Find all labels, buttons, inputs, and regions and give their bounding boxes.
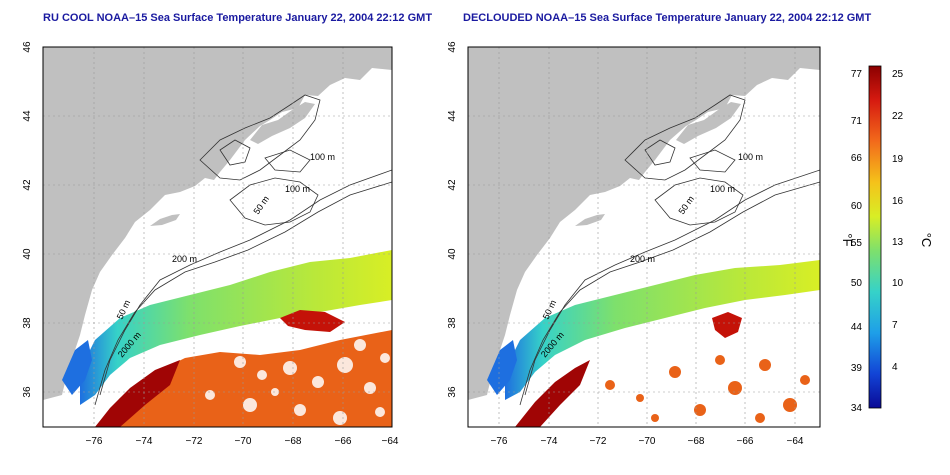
left-sst-shelf-band xyxy=(80,250,392,405)
lon-tick-label: −70 xyxy=(235,436,252,447)
celsius-tick-label: 25 xyxy=(892,69,904,80)
left-long-island xyxy=(150,214,180,226)
lat-tick-label: 42 xyxy=(22,179,33,191)
fahrenheit-tick-label: 44 xyxy=(851,322,863,333)
right-grid xyxy=(468,47,820,427)
lon-tick-label: −68 xyxy=(285,436,302,447)
left-sst-coastal-blue xyxy=(62,340,92,395)
fahrenheit-tick-label: 66 xyxy=(851,153,863,164)
fahrenheit-axis-label: °F xyxy=(840,233,855,246)
left-map-title: RU COOL NOAA–15 Sea Surface Temperature … xyxy=(43,12,433,24)
fahrenheit-ticks: 77 71 66 60 55 50 44 39 34 xyxy=(851,69,863,414)
right-sst-warm-eddy xyxy=(712,312,742,338)
colorbar: °F °C 77 71 66 60 55 50 44 39 34 25 22 1… xyxy=(840,65,934,414)
lat-tick-label: 44 xyxy=(22,110,33,122)
right-long-island xyxy=(575,214,605,226)
right-nova-scotia xyxy=(676,102,741,144)
lat-tick-label: 46 xyxy=(447,41,458,53)
left-bathymetry-contours xyxy=(94,94,392,406)
right-bathymetry-contours xyxy=(519,94,820,406)
lon-tick-label: −74 xyxy=(136,436,153,447)
colorbar-gradient xyxy=(868,65,882,409)
left-grid xyxy=(43,47,392,427)
right-map-title: DECLOUDED NOAA–15 Sea Surface Temperatur… xyxy=(463,12,872,24)
lat-tick-label: 36 xyxy=(447,386,458,398)
left-lat-ticks: 46 44 42 40 38 36 xyxy=(22,41,33,398)
fahrenheit-tick-label: 55 xyxy=(851,238,863,249)
left-cloud-speckle xyxy=(205,339,390,425)
right-land xyxy=(468,47,820,400)
fahrenheit-tick-label: 34 xyxy=(851,403,863,414)
left-lon-ticks: −76 −74 −72 −70 −68 −66 −64 xyxy=(86,436,399,447)
celsius-tick-label: 10 xyxy=(892,278,904,289)
right-contour-label: 100 m xyxy=(738,152,763,162)
lon-tick-label: −74 xyxy=(541,436,558,447)
celsius-ticks: 25 22 19 16 13 10 7 4 xyxy=(892,69,904,373)
lon-tick-label: −64 xyxy=(382,436,399,447)
left-contour-label: 100 m xyxy=(285,184,310,194)
left-map: 100 m 100 m 50 m 200 m 50 m 2000 m 46 44… xyxy=(22,41,399,447)
fahrenheit-tick-label: 50 xyxy=(851,278,863,289)
lon-tick-label: −70 xyxy=(639,436,656,447)
right-lon-ticks: −76 −74 −72 −70 −68 −66 −64 xyxy=(491,436,804,447)
lon-tick-label: −76 xyxy=(491,436,508,447)
lon-tick-label: −64 xyxy=(787,436,804,447)
celsius-tick-label: 16 xyxy=(892,196,904,207)
lat-tick-label: 36 xyxy=(22,386,33,398)
celsius-tick-label: 4 xyxy=(892,362,898,373)
right-contour-label: 200 m xyxy=(630,254,655,264)
fahrenheit-tick-label: 39 xyxy=(851,363,863,374)
celsius-axis-label: °C xyxy=(919,233,934,248)
lon-tick-label: −72 xyxy=(186,436,203,447)
left-contour-label: 200 m xyxy=(172,254,197,264)
left-contour-label: 100 m xyxy=(310,152,335,162)
lat-tick-label: 38 xyxy=(22,317,33,329)
lat-tick-label: 42 xyxy=(447,179,458,191)
celsius-tick-label: 22 xyxy=(892,111,904,122)
fahrenheit-tick-label: 60 xyxy=(851,201,863,212)
lon-tick-label: −66 xyxy=(737,436,754,447)
right-sst-shelf-band xyxy=(505,260,820,400)
left-sst-warm-eddy xyxy=(280,310,345,332)
right-lat-ticks: 46 44 42 40 38 36 xyxy=(447,41,458,398)
lon-tick-label: −66 xyxy=(335,436,352,447)
lat-tick-label: 44 xyxy=(447,110,458,122)
left-nova-scotia xyxy=(250,102,315,144)
celsius-tick-label: 7 xyxy=(892,320,898,331)
celsius-tick-label: 13 xyxy=(892,237,904,248)
right-warm-patches xyxy=(605,355,810,423)
lat-tick-label: 46 xyxy=(22,41,33,53)
left-map-border xyxy=(42,46,393,428)
lon-tick-label: −68 xyxy=(688,436,705,447)
left-land xyxy=(43,47,392,400)
right-sst-coastal-blue xyxy=(487,340,517,395)
left-sst-gulfstream-core xyxy=(95,360,180,427)
right-contour-label: 100 m xyxy=(710,184,735,194)
fahrenheit-tick-label: 71 xyxy=(851,116,863,127)
lat-tick-label: 40 xyxy=(22,248,33,260)
right-map: 100 m 100 m 50 m 200 m 50 m 2000 m 46 44… xyxy=(447,41,821,447)
left-sst-gulfstream xyxy=(95,330,392,427)
lon-tick-label: −72 xyxy=(590,436,607,447)
celsius-tick-label: 19 xyxy=(892,154,904,165)
right-sst-gulfstream-core xyxy=(515,360,590,427)
right-map-border xyxy=(467,46,821,428)
fahrenheit-tick-label: 77 xyxy=(851,69,863,80)
lat-tick-label: 40 xyxy=(447,248,458,260)
lat-tick-label: 38 xyxy=(447,317,458,329)
lon-tick-label: −76 xyxy=(86,436,103,447)
